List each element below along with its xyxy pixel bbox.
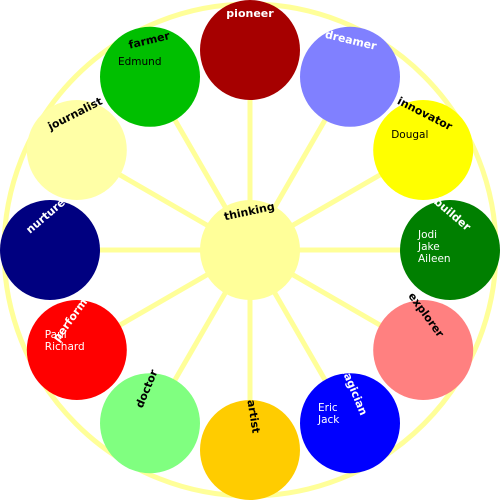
member-name: Dougal [391, 129, 428, 141]
role-node-journalist: journalist [26, 95, 127, 200]
role-node-doctor: doctor [100, 367, 200, 474]
role-node-dreamer: dreamer [300, 26, 400, 127]
member-name: Edmund [118, 56, 162, 68]
member-name: Paul [45, 329, 67, 341]
member-name: Aileen [418, 253, 451, 265]
role-node-artist: artist [200, 399, 300, 500]
role-node-pioneer: pioneer [200, 0, 300, 100]
member-name: Jodi [417, 229, 437, 241]
role-circle-nurturer [0, 200, 100, 300]
role-node-nurturer: nurturer [0, 192, 100, 300]
role-circle-artist [200, 400, 300, 500]
role-circle-dreamer [300, 26, 400, 127]
role-circle-innovator [373, 100, 474, 200]
role-circle-doctor [100, 373, 200, 474]
role-circle-explorer [373, 300, 474, 400]
member-name: Jack [317, 414, 340, 426]
role-circle-builder [400, 200, 500, 300]
role-circle-performer [26, 300, 127, 400]
hub-circle [200, 200, 300, 300]
role-circle-pioneer [200, 0, 300, 100]
role-circle-journalist [26, 100, 127, 200]
role-label: pioneer [226, 7, 274, 20]
member-name: Jake [417, 241, 440, 253]
member-name: Eric [318, 402, 338, 414]
role-node-explorer: explorer [373, 290, 474, 400]
role-label: artist [244, 399, 262, 434]
role-circle-farmer [100, 26, 200, 127]
role-circle-magician [300, 373, 400, 474]
member-name: Richard [45, 341, 85, 353]
hub-node: thinking [200, 200, 300, 300]
